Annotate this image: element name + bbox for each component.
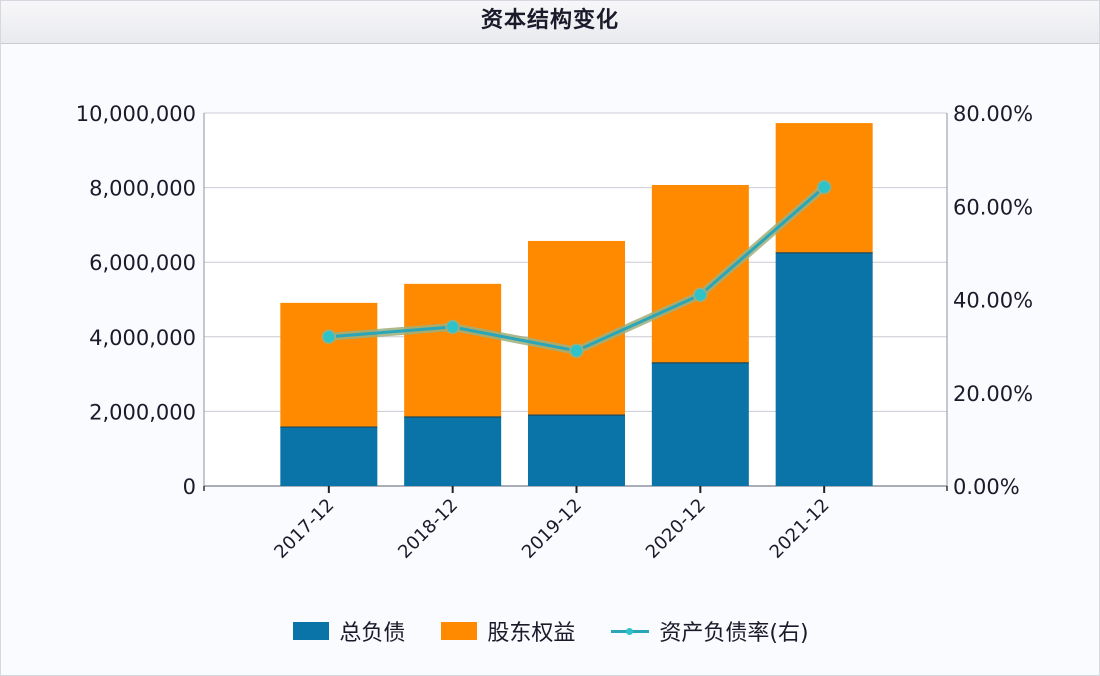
bar-equity [404,283,502,417]
bar-liabilities [651,362,749,486]
chart-legend: 总负债 股东权益 资产负债率(右) [1,613,1100,649]
y2-axis-tick-label: 0.00% [953,475,1020,499]
legend-swatch-liabilities [293,622,330,640]
x-axis-tick-label: 2020-12 [642,495,710,563]
y2-axis-tick-label: 60.00% [953,195,1033,219]
bar-equity [528,240,625,416]
x-axis-tick-label: 2019-12 [518,495,586,563]
bar-liabilities [528,415,625,486]
ratio-marker [693,287,708,303]
bar-liabilities [404,416,502,486]
x-axis-tick-label: 2018-12 [394,495,462,563]
bar-liabilities [775,252,873,486]
chart-title: 资本结构变化 [1,1,1099,44]
y2-axis-tick-label: 40.00% [953,289,1033,313]
bar-equity [651,184,749,363]
ratio-marker [569,343,584,359]
ratio-marker [321,329,337,345]
y2-axis-tick-label: 20.00% [953,382,1033,406]
y-axis-tick-label: 0 [183,475,196,499]
y-axis-tick-label: 6,000,000 [89,251,196,275]
legend-label: 总负债 [339,621,406,646]
bar-equity [280,302,378,428]
legend-swatch-equity [441,622,478,640]
chart-plot: 0 2,000,000 4,000,000 6,000,000 8,000,000 10,… [76,102,1033,563]
legend-item-debt-ratio[interactable]: 资产负债率(右) [611,615,809,647]
x-axis-tick-label: 2021-12 [766,495,834,563]
ratio-marker [816,179,832,195]
y2-axis-tick-label: 80.00% [953,102,1033,126]
legend-label: 股东权益 [487,621,576,646]
y-axis-tick-label: 4,000,000 [89,326,196,350]
y-axis-tick-label: 2,000,000 [89,400,196,424]
legend-item-equity[interactable]: 股东权益 [441,615,575,647]
bar-liabilities [280,427,378,486]
x-axis-tick-label: 2017-12 [270,495,338,563]
legend-item-liabilities[interactable]: 总负债 [293,615,405,647]
legend-label: 资产负债率(右) [659,621,809,646]
y-axis-tick-label: 8,000,000 [89,177,196,201]
ratio-marker [445,319,460,335]
legend-line-marker-icon [611,622,650,640]
y-axis-tick-label: 10,000,000 [76,102,196,126]
